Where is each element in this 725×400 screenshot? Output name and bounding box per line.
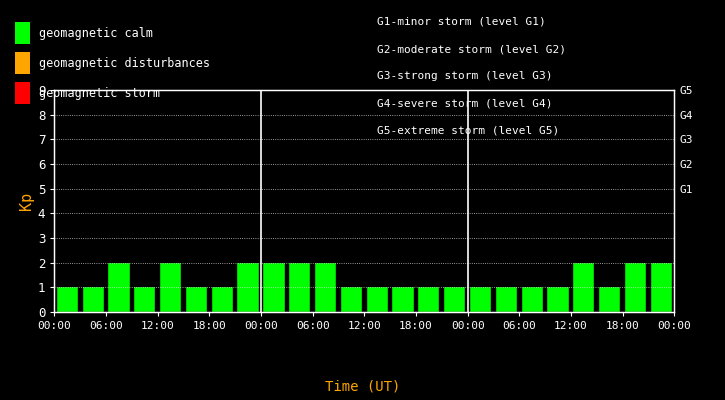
Bar xyxy=(57,287,78,312)
Bar xyxy=(496,287,517,312)
Bar xyxy=(418,287,439,312)
Bar xyxy=(341,287,362,312)
Bar xyxy=(470,287,491,312)
Y-axis label: Kp: Kp xyxy=(19,192,33,210)
Text: Time (UT): Time (UT) xyxy=(325,380,400,394)
Bar xyxy=(83,287,104,312)
Bar xyxy=(573,263,594,312)
Bar xyxy=(599,287,621,312)
Bar xyxy=(160,263,181,312)
Bar xyxy=(212,287,233,312)
Text: geomagnetic calm: geomagnetic calm xyxy=(39,27,153,40)
Text: G5-extreme storm (level G5): G5-extreme storm (level G5) xyxy=(377,126,559,136)
Bar xyxy=(315,263,336,312)
Bar xyxy=(108,263,130,312)
Bar xyxy=(134,287,155,312)
Text: geomagnetic disturbances: geomagnetic disturbances xyxy=(39,57,210,70)
Text: G3-strong storm (level G3): G3-strong storm (level G3) xyxy=(377,71,552,81)
Text: geomagnetic storm: geomagnetic storm xyxy=(39,87,160,100)
Bar xyxy=(547,287,568,312)
Text: G4-severe storm (level G4): G4-severe storm (level G4) xyxy=(377,98,552,108)
Bar xyxy=(186,287,207,312)
Bar xyxy=(625,263,646,312)
Bar xyxy=(392,287,414,312)
Bar xyxy=(238,263,259,312)
Bar xyxy=(263,263,284,312)
Bar xyxy=(367,287,388,312)
Bar xyxy=(521,287,543,312)
Text: G2-moderate storm (level G2): G2-moderate storm (level G2) xyxy=(377,44,566,54)
Bar xyxy=(289,263,310,312)
Bar xyxy=(651,263,672,312)
Text: G1-minor storm (level G1): G1-minor storm (level G1) xyxy=(377,17,546,27)
Bar xyxy=(444,287,465,312)
